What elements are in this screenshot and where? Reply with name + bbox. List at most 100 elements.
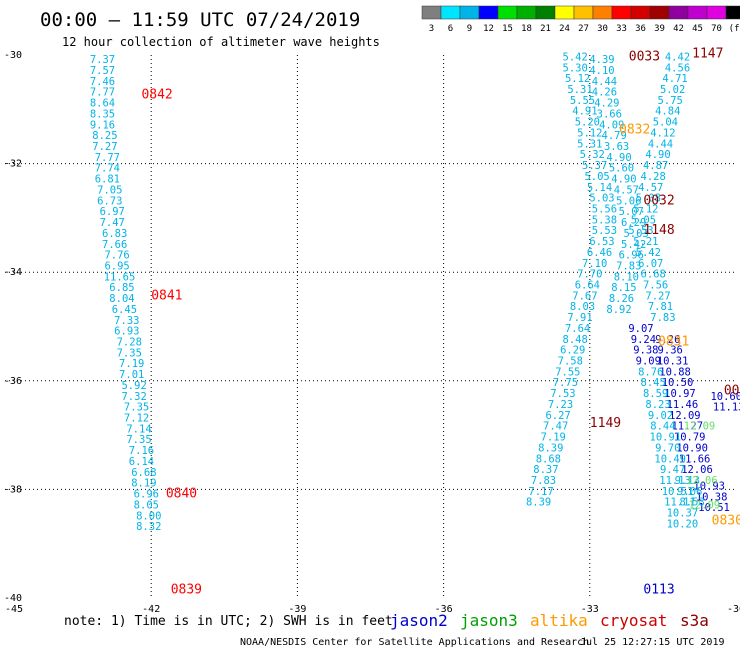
- swh-value-label: 7.75: [553, 377, 578, 389]
- swh-value-label: 7.70: [577, 269, 602, 281]
- colorbar-swatch: [668, 5, 689, 20]
- swh-value-label: 10.51: [698, 502, 730, 514]
- swh-value-label: 8.05: [134, 499, 159, 511]
- swh-value-label: 7.64: [565, 323, 590, 335]
- swh-value-label: 9.09: [636, 356, 661, 368]
- swh-value-label: 5.53: [592, 225, 617, 237]
- y-tick-label: -34: [4, 267, 22, 278]
- x-tick-label: -42: [142, 604, 160, 615]
- track-time-label: 0839: [171, 583, 202, 598]
- swh-value-label: 9.47: [660, 464, 685, 476]
- swh-value-label: 8.25: [92, 130, 117, 142]
- swh-value-label: 5.03: [589, 193, 614, 205]
- swh-value-label: 7.83: [531, 475, 556, 487]
- swh-value-label: 5.53: [628, 225, 653, 237]
- y-tick-label: -38: [4, 484, 22, 495]
- swh-value-label: 7.27: [92, 141, 117, 153]
- swh-value-label: 6.46: [587, 247, 612, 259]
- swh-value-label: 7.91: [567, 312, 592, 324]
- swh-value-label: 4.39: [589, 54, 614, 66]
- swh-value-label: 8.39: [538, 442, 563, 454]
- swh-value-label: 7.81: [648, 301, 673, 313]
- swh-value-label: 3.66: [597, 108, 622, 120]
- swh-value-label: 8.59: [643, 388, 668, 400]
- colorbar-swatch: [478, 5, 499, 20]
- swh-value-label: 9.26: [655, 334, 680, 346]
- swh-value-label: 5.05: [584, 171, 609, 183]
- swh-value-label: 10.97: [664, 388, 696, 400]
- swh-value-label: 11.65: [104, 271, 136, 283]
- swh-value-label: 4.44: [592, 76, 617, 88]
- swh-value-label: 5.38: [592, 214, 617, 226]
- colorbar-label: 18: [521, 24, 532, 34]
- footer-timestamp: Jul 25 12:27:15 UTC 2019: [580, 637, 725, 648]
- swh-value-label: 7.55: [555, 366, 580, 378]
- swh-value-label: 4.09: [599, 119, 624, 131]
- swh-value-label: 6.73: [97, 195, 122, 207]
- swh-value-label: 8.00: [136, 510, 161, 522]
- swh-value-label: 8.23: [645, 399, 670, 411]
- colorbar-label: 30: [597, 24, 608, 34]
- swh-value-label: 7.14: [126, 423, 151, 435]
- colorbar-label: 9: [467, 24, 472, 34]
- swh-value-label: 4.56: [665, 62, 690, 74]
- y-tick-label: -36: [4, 376, 22, 387]
- colorbar-swatch: [554, 5, 575, 20]
- swh-value-label: 7.27: [645, 290, 670, 302]
- swh-value-label: 4.28: [641, 171, 666, 183]
- swh-value-label: 6.97: [100, 206, 125, 218]
- swh-value-label: 5.05: [631, 214, 656, 226]
- swh-value-label: 5.60: [609, 163, 634, 175]
- colorbar-swatch: [497, 5, 518, 20]
- swh-value-label: 5.04: [653, 117, 678, 129]
- track-time-label: 0830: [712, 514, 740, 529]
- swh-value-label: 7.47: [543, 421, 568, 433]
- footer-note: note: 1) Time is in UTC; 2) SWH is in fe…: [64, 614, 393, 629]
- swh-value-label: 10.38: [696, 491, 728, 503]
- swh-value-label: 7.77: [95, 152, 120, 164]
- track-time-label: 0031: [724, 383, 740, 398]
- colorbar-label: 3: [429, 24, 434, 34]
- swh-value-label: 8.45: [641, 377, 666, 389]
- track-time-label: 0033: [629, 49, 660, 64]
- swh-value-label: 11.46: [667, 399, 699, 411]
- swh-value-label: 3.63: [604, 141, 629, 153]
- swh-value-label: 4.29: [594, 98, 619, 110]
- colorbar-label: 42: [673, 24, 684, 34]
- x-tick-label: -36: [435, 604, 453, 615]
- y-tick-label: -30: [4, 50, 22, 61]
- swh-value-label: 7.33: [114, 315, 139, 327]
- colorbar-label: 12: [483, 24, 494, 34]
- colorbar-label: 39: [654, 24, 665, 34]
- swh-value-label: 12.06: [686, 475, 718, 487]
- swh-value-label: 6.27: [545, 410, 570, 422]
- swh-value-label: 10.51: [662, 486, 694, 498]
- swh-value-label: 5.12: [577, 127, 602, 139]
- swh-value-label: 4.57: [638, 182, 663, 194]
- x-tick-label: -39: [288, 604, 306, 615]
- colorbar-swatch: [573, 5, 594, 20]
- swh-value-label: 7.32: [121, 391, 146, 403]
- swh-value-label: 7.56: [643, 279, 668, 291]
- swh-value-label: 7.10: [582, 258, 607, 270]
- swh-value-label: 12.09: [669, 410, 701, 422]
- swh-value-label: 7.83: [650, 312, 675, 324]
- swh-value-label: 6.96: [134, 489, 159, 501]
- swh-value-label: 7.05: [97, 184, 122, 196]
- swh-value-label: 8.48: [563, 334, 588, 346]
- swh-value-label: 8.15: [611, 282, 636, 294]
- swh-value-label: 4.10: [589, 65, 614, 77]
- swh-value-label: 4.79: [602, 130, 627, 142]
- track-time-label: 0841: [151, 288, 182, 303]
- swh-value-label: 4.71: [662, 73, 687, 85]
- colorbar-swatch: [725, 5, 740, 20]
- swh-value-label: 6.81: [95, 174, 120, 186]
- swh-value-label: 6.29: [621, 217, 646, 229]
- swh-value-label: 10.60: [710, 391, 740, 403]
- y-tick-label: -32: [4, 159, 22, 170]
- swh-value-label: 5.08: [636, 193, 661, 205]
- swh-value-label: 9.02: [648, 410, 673, 422]
- swh-value-label: 10.31: [657, 356, 689, 368]
- track-time-label: 0832: [619, 123, 650, 138]
- swh-value-label: 7.19: [541, 432, 566, 444]
